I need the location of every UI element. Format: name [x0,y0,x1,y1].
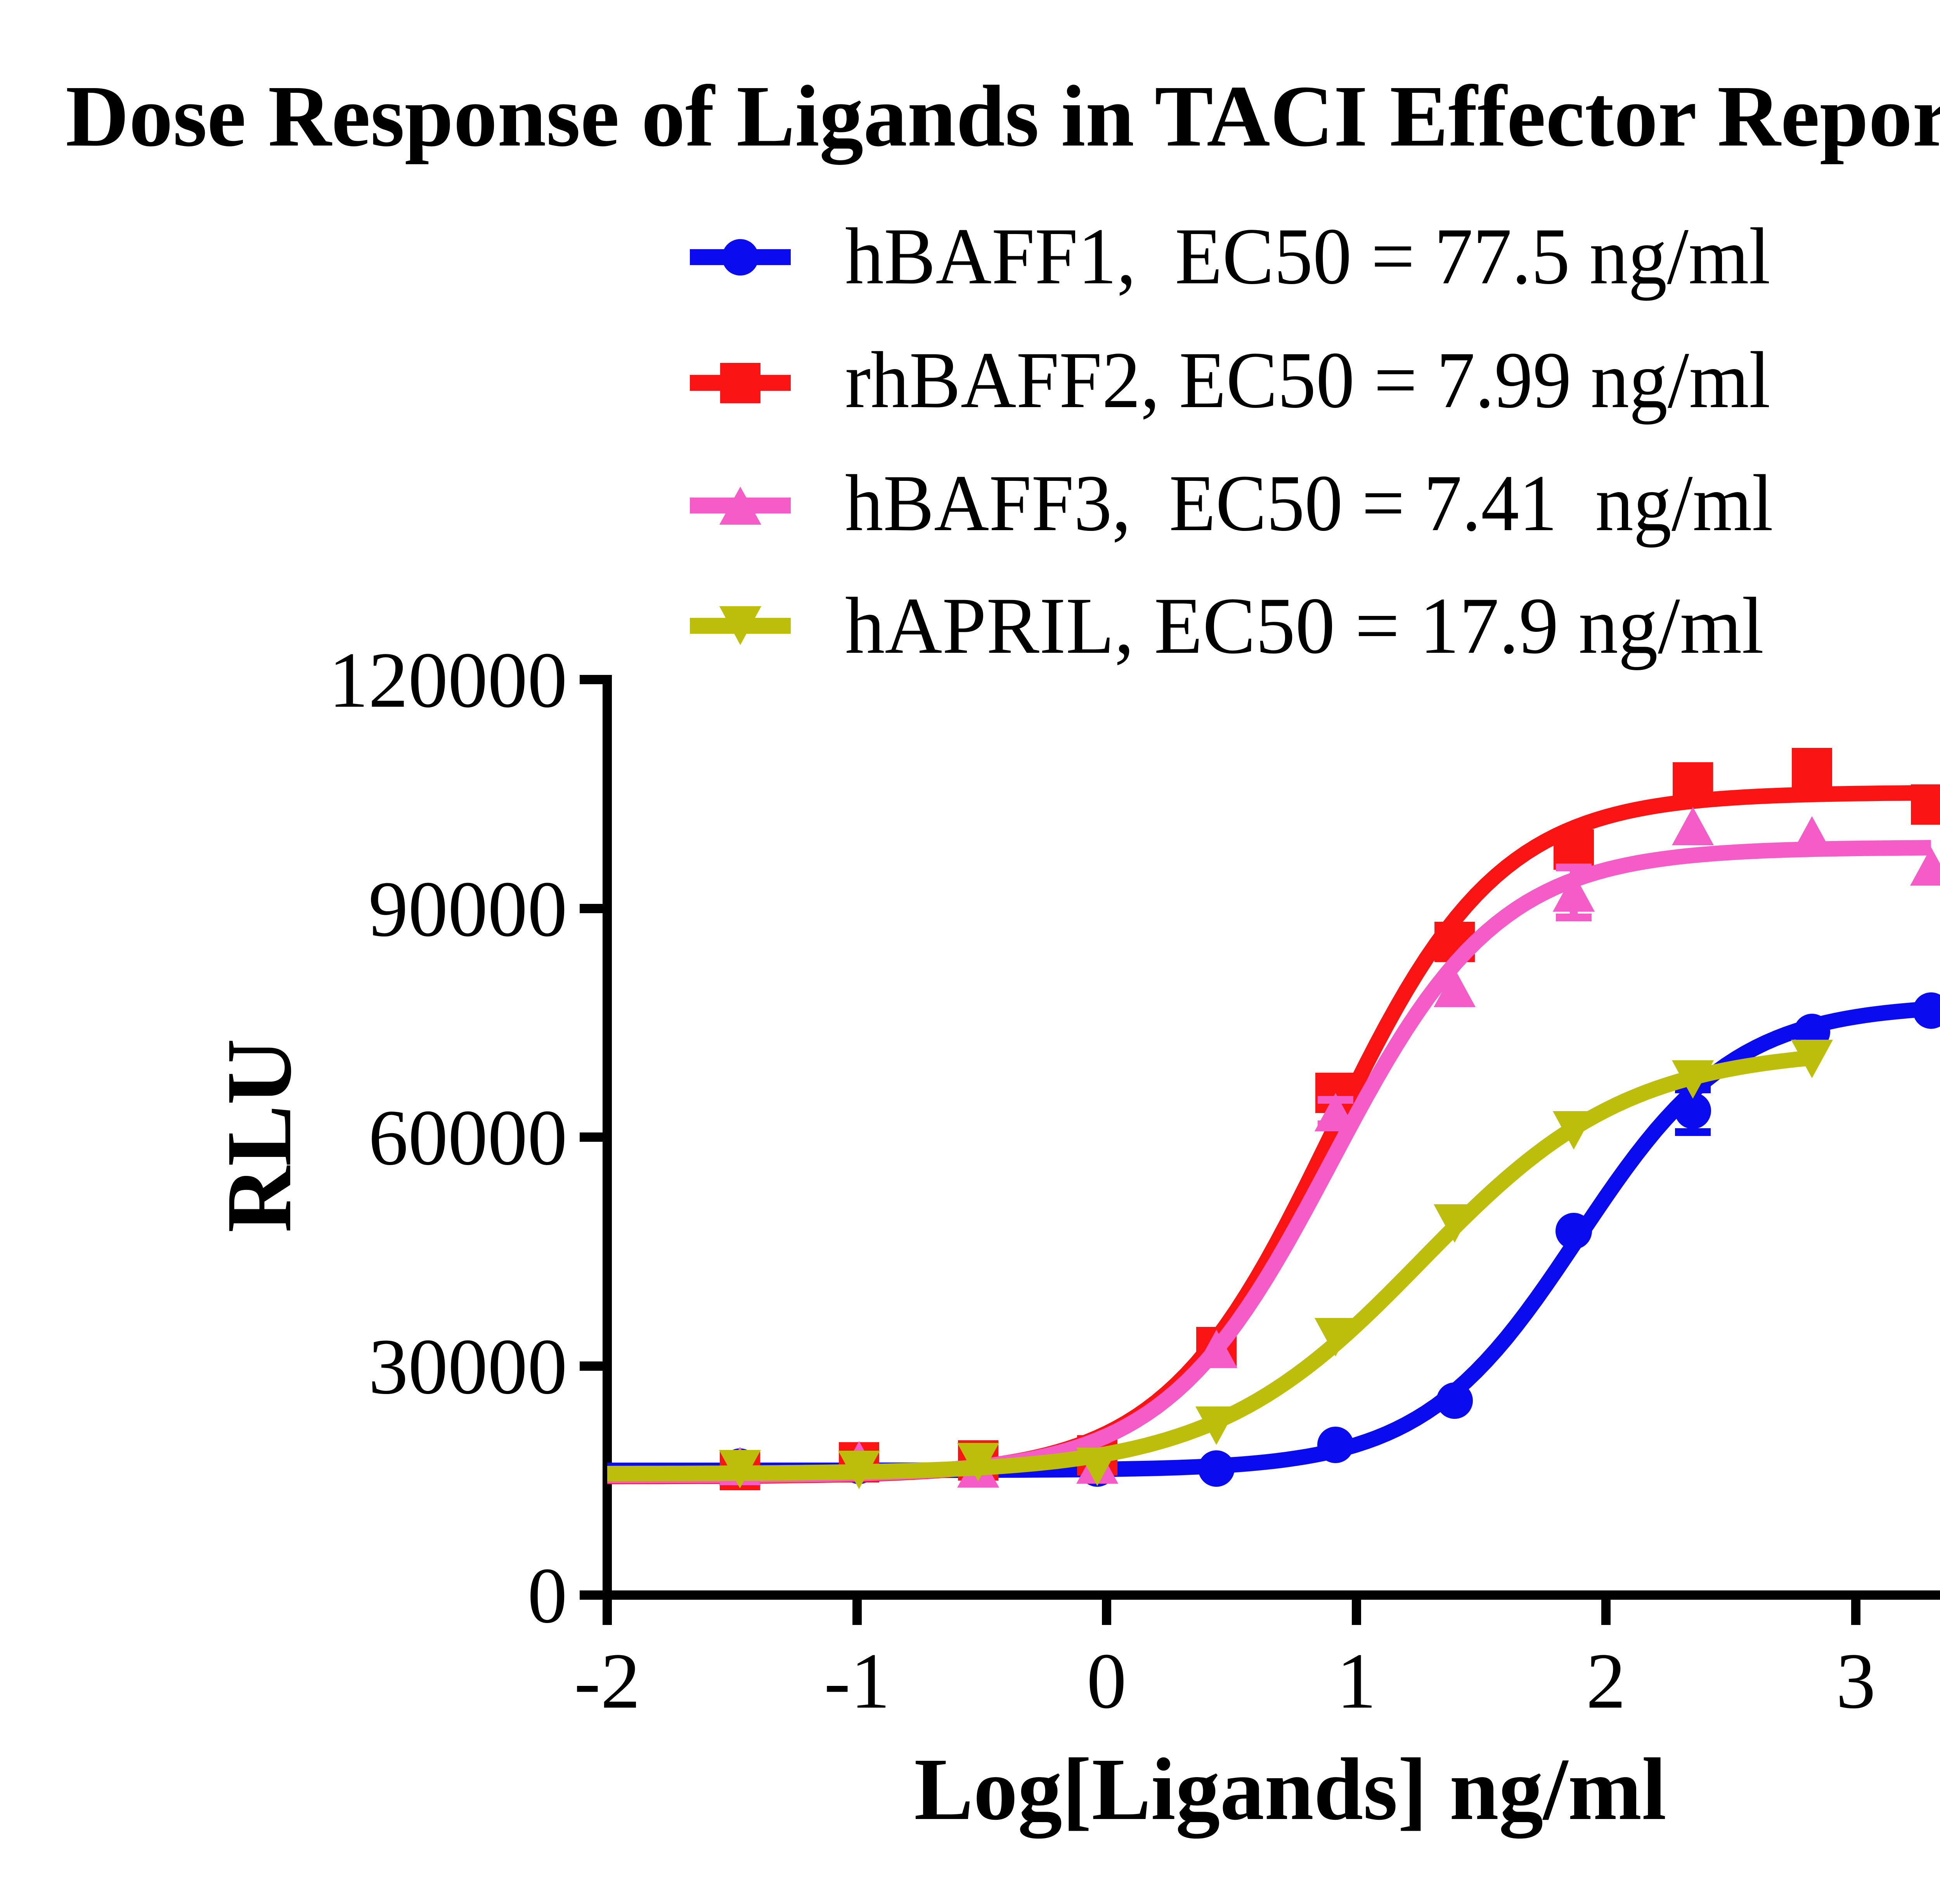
svg-text:30000: 30000 [369,1323,568,1411]
svg-text:-2: -2 [574,1637,641,1725]
svg-text:-1: -1 [824,1637,890,1725]
svg-text:3: 3 [1836,1637,1876,1725]
svg-text:hBAFF3, EC50 = 7.41 ng/ml: hBAFF3, EC50 = 7.41 ng/ml [845,458,1773,548]
svg-text:60000: 60000 [369,1094,568,1182]
svg-text:RLU: RLU [207,1039,310,1233]
svg-text:120000: 120000 [329,636,567,724]
svg-text:Dose Response of Ligands in TA: Dose Response of Ligands in TACI Effecto… [66,68,1940,165]
svg-text:Log[Ligands] ng/ml: Log[Ligands] ng/ml [914,1740,1666,1839]
svg-text:0: 0 [1087,1637,1127,1725]
svg-text:2: 2 [1586,1637,1626,1725]
svg-text:90000: 90000 [369,865,568,953]
svg-text:0: 0 [528,1552,568,1640]
svg-text:hBAFF1, EC50 = 77.5 ng/ml: hBAFF1, EC50 = 77.5 ng/ml [845,212,1770,301]
svg-text:rhBAFF2, EC50 = 7.99 ng/ml: rhBAFF2, EC50 = 7.99 ng/ml [845,335,1770,425]
svg-text:1: 1 [1337,1637,1377,1725]
svg-text:hAPRIL, EC50 = 17.9 ng/ml: hAPRIL, EC50 = 17.9 ng/ml [845,581,1764,670]
